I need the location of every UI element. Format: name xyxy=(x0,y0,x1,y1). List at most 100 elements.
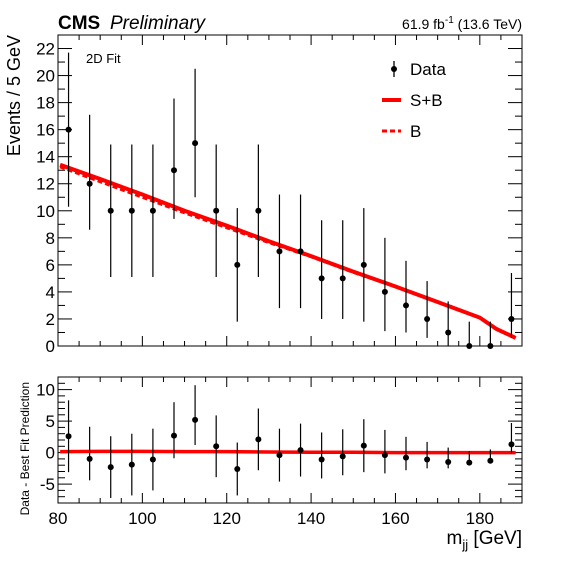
data-point xyxy=(86,426,93,481)
data-point xyxy=(149,144,156,278)
luminosity-label: 61.9 fb-1 (13.6 TeV) xyxy=(402,15,522,32)
data-marker xyxy=(255,207,262,214)
data-marker xyxy=(192,416,199,423)
data-point xyxy=(381,429,388,474)
lumi-superscript: -1 xyxy=(445,15,454,26)
legend: Data S+B B xyxy=(382,60,446,141)
x-axis-title: mjj [GeV] xyxy=(447,528,522,552)
data-marker xyxy=(297,447,304,454)
main-data-points xyxy=(65,52,515,349)
data-marker xyxy=(107,464,114,471)
main-x-axis xyxy=(57,35,523,346)
residual-x-axis: 80 100 120 140 160 180 xyxy=(49,377,523,528)
y-tick-label: 0 xyxy=(46,444,55,463)
data-point xyxy=(65,400,72,473)
data-marker xyxy=(213,443,220,450)
data-point xyxy=(171,98,177,219)
residual-data-points xyxy=(65,385,515,498)
data-point xyxy=(445,447,452,469)
y-tick-label: 10 xyxy=(36,381,55,400)
residual-fit-line xyxy=(60,449,516,455)
y-tick-label: 2 xyxy=(46,310,55,329)
x-tick-label: 100 xyxy=(128,509,156,528)
data-point xyxy=(403,436,409,471)
data-marker xyxy=(86,180,93,187)
data-marker xyxy=(149,207,156,214)
x-tick-label: 80 xyxy=(49,509,68,528)
data-point xyxy=(128,433,135,496)
data-point xyxy=(192,68,199,198)
data-point xyxy=(171,402,177,459)
legend-sb-label: S+B xyxy=(410,91,443,110)
y-tick-label: 22 xyxy=(36,40,55,59)
main-y-axis: 0 2 4 6 8 10 12 14 16 18 20 22 xyxy=(36,34,522,356)
data-marker xyxy=(466,343,473,349)
data-marker xyxy=(276,248,283,255)
legend-data-label: Data xyxy=(410,60,446,79)
y-tick-label: -5 xyxy=(40,475,55,494)
data-point xyxy=(508,272,515,338)
y-tick-label: 5 xyxy=(46,412,55,431)
data-point xyxy=(107,144,114,278)
data-marker xyxy=(192,140,199,147)
legend-b-label: B xyxy=(410,122,421,141)
y-tick-label: 6 xyxy=(46,256,55,275)
residual-plot-frame xyxy=(57,376,523,504)
x-tick-label: 140 xyxy=(297,509,325,528)
data-point xyxy=(318,220,325,319)
data-marker xyxy=(487,343,494,349)
data-point xyxy=(255,144,262,278)
x-axis-title-main: m xyxy=(447,528,463,549)
data-marker xyxy=(403,454,409,461)
data-point xyxy=(381,237,388,332)
x-axis-title-sub: jj xyxy=(461,537,468,552)
data-point xyxy=(128,144,135,278)
data-marker xyxy=(381,452,388,459)
data-marker xyxy=(445,329,452,336)
data-marker xyxy=(297,248,304,255)
lumi-value: 61.9 fb xyxy=(402,16,445,32)
status-label: Preliminary xyxy=(110,13,207,34)
data-point xyxy=(424,281,431,338)
experiment-label: CMS xyxy=(58,13,100,34)
data-marker xyxy=(339,275,346,282)
y-tick-label: 18 xyxy=(36,94,55,113)
data-marker xyxy=(65,126,72,133)
data-point xyxy=(276,428,283,482)
y-tick-label: 4 xyxy=(46,283,55,302)
data-marker xyxy=(128,461,135,468)
data-marker xyxy=(171,432,177,439)
data-marker xyxy=(508,315,515,322)
data-point xyxy=(65,52,72,207)
data-marker xyxy=(107,207,114,214)
data-marker xyxy=(424,315,431,322)
energy-label: (13.6 TeV) xyxy=(454,16,522,32)
residual-y-axis: -5 0 5 10 xyxy=(36,376,522,504)
data-point xyxy=(403,260,409,333)
data-point xyxy=(255,408,262,471)
data-point xyxy=(192,385,199,446)
data-point xyxy=(276,194,283,309)
data-point xyxy=(297,423,304,477)
main-fit-curves xyxy=(59,162,517,340)
data-marker xyxy=(255,436,262,443)
x-tick-label: 120 xyxy=(213,509,241,528)
residual-y-axis-title: Data - Best Fit Prediction xyxy=(18,382,32,515)
data-point xyxy=(107,436,114,498)
data-marker xyxy=(128,207,135,214)
data-point xyxy=(360,208,367,322)
data-marker xyxy=(487,457,494,464)
y-tick-label: 14 xyxy=(36,148,55,167)
data-marker xyxy=(318,275,325,282)
data-marker xyxy=(508,441,515,448)
data-point xyxy=(339,220,346,319)
data-point xyxy=(149,428,156,491)
data-point xyxy=(297,194,304,309)
data-marker xyxy=(339,453,346,460)
data-point xyxy=(424,441,431,469)
fit-annotation: 2D Fit xyxy=(86,51,121,66)
data-marker xyxy=(171,167,177,174)
data-marker xyxy=(466,459,473,466)
data-point xyxy=(234,442,241,496)
